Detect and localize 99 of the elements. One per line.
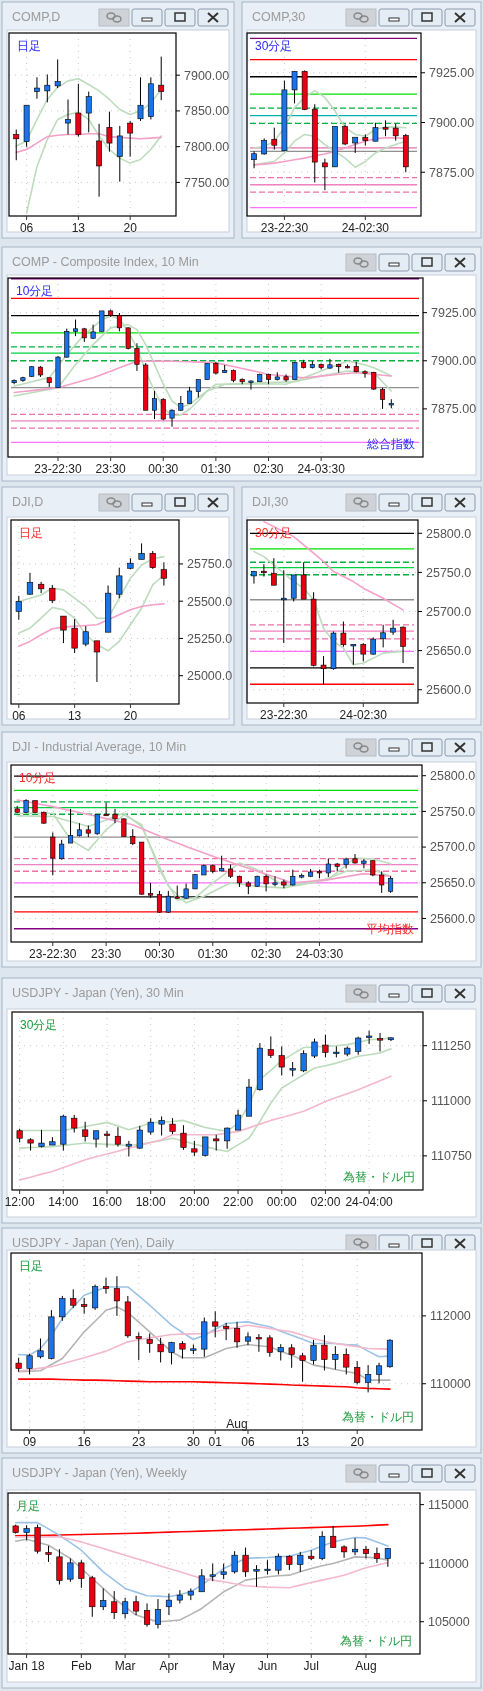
x-tick-label: 02:00 xyxy=(310,1195,341,1209)
chart-title: DJI,D xyxy=(12,495,44,509)
annotation: 日足 xyxy=(19,1259,43,1273)
annotation: 30分足 xyxy=(20,1018,58,1032)
y-tick-label: 7875.00 xyxy=(429,165,475,180)
annotation: 日足 xyxy=(17,39,41,53)
y-tick-label: 7925.00 xyxy=(429,66,475,81)
y-tick-label: 7800.00 xyxy=(184,140,230,155)
x-tick-label: 09 xyxy=(22,1435,37,1449)
x-tick-label: 13 xyxy=(295,1435,310,1449)
annotation: 為替・ドル円 xyxy=(342,1410,414,1424)
x-tick-label: 23:30 xyxy=(95,462,126,476)
chart-title: COMP,D xyxy=(12,10,61,24)
x-tick-label: May xyxy=(212,1659,235,1673)
x-tick-label: 20:00 xyxy=(179,1195,210,1209)
x-tick-label: 16 xyxy=(77,1435,92,1449)
x-tick-label: Mar xyxy=(114,1659,136,1673)
y-tick-label: 112000 xyxy=(430,1309,471,1324)
x-tick-label: 00:30 xyxy=(144,947,175,961)
chart-title: COMP - Composite Index, 10 Min xyxy=(12,255,199,269)
y-tick-label: 25600.0 xyxy=(426,683,472,698)
chart-title: USDJPY - Japan (Yen), 30 Min xyxy=(12,986,184,1000)
y-tick-label: 25800.0 xyxy=(430,769,476,784)
x-tick-label: 23:30 xyxy=(91,947,122,961)
y-tick-label: 25750.0 xyxy=(430,804,476,819)
y-tick-label: 25600.0 xyxy=(430,911,476,926)
y-tick-label: 110750 xyxy=(431,1149,472,1164)
y-tick-label: 25700.0 xyxy=(430,840,476,855)
annotation: 10分足 xyxy=(16,284,54,298)
y-tick-label: 7750.00 xyxy=(184,175,230,190)
annotation: 日足 xyxy=(19,526,43,540)
y-tick-label: 7850.00 xyxy=(184,104,230,119)
x-tick-label: Aug xyxy=(355,1659,377,1673)
x-tick-label: 14:00 xyxy=(48,1195,79,1209)
y-tick-label: 7900.00 xyxy=(429,115,475,130)
x-tick-label: 20 xyxy=(123,221,138,235)
y-tick-label: 25800.0 xyxy=(426,526,472,541)
x-tick-label: 06 xyxy=(241,1435,255,1449)
x-tick-label: 23-22:30 xyxy=(29,947,77,961)
y-tick-label: 115000 xyxy=(428,1498,469,1513)
x-tick-label: 24-04:00 xyxy=(345,1195,394,1209)
x-tick-label: 23-22:30 xyxy=(260,221,309,235)
chart-title: DJI,30 xyxy=(252,495,289,509)
x-tick-label: 13 xyxy=(67,709,82,723)
y-tick-label: 25650.0 xyxy=(430,876,476,891)
x-tick-label: 01:30 xyxy=(197,947,229,961)
x-tick-label: 20 xyxy=(123,709,138,723)
annotation: 30分足 xyxy=(255,39,293,53)
x-tick-label: 24-03:30 xyxy=(295,947,344,961)
x-tick-label: 16:00 xyxy=(92,1195,123,1209)
x-tick-label: 12:00 xyxy=(4,1195,35,1209)
y-tick-label: 25650.0 xyxy=(426,643,472,658)
x-tick-label: 02:30 xyxy=(253,462,284,476)
chart-title: USDJPY - Japan (Yen), Daily xyxy=(12,1236,175,1250)
x-tick-label: 23 xyxy=(132,1435,146,1449)
y-tick-label: 110000 xyxy=(428,1556,469,1571)
x-tick-label: 02:30 xyxy=(251,947,282,961)
y-tick-label: 7900.00 xyxy=(431,354,477,369)
x-tick-label: 06 xyxy=(12,709,26,723)
x-tick-label: Apr xyxy=(159,1659,179,1673)
y-tick-label: 111000 xyxy=(431,1094,471,1109)
y-tick-label: 25250.0 xyxy=(187,631,233,646)
x-tick-label: Jun xyxy=(257,1659,278,1673)
x-tick-label: 23-22:30 xyxy=(260,708,308,722)
x-tick-label: 24-02:30 xyxy=(341,221,390,235)
x-tick-label: Feb xyxy=(71,1659,93,1673)
y-tick-label: 25000.0 xyxy=(187,669,233,684)
y-tick-label: 110000 xyxy=(430,1377,471,1392)
chart-title: COMP,30 xyxy=(252,10,306,24)
chart-title: DJI - Industrial Average, 10 Min xyxy=(12,740,187,754)
y-tick-label: 7900.00 xyxy=(184,68,230,83)
y-tick-label: 25700.0 xyxy=(426,604,472,619)
x-tick-label: 30 xyxy=(186,1435,201,1449)
x-tick-label: 22:00 xyxy=(223,1195,254,1209)
x-tick-label: 01 xyxy=(208,1435,223,1449)
x-tick-label: 13 xyxy=(71,221,86,235)
x-tick-label: 01:30 xyxy=(200,462,232,476)
y-tick-label: 25750.0 xyxy=(426,565,472,580)
x-tick-label: Jul xyxy=(303,1659,319,1673)
x-tick-label: 24-03:30 xyxy=(297,462,346,476)
x-tick-label: 24-02:30 xyxy=(339,708,388,722)
y-tick-label: 111250 xyxy=(431,1039,471,1054)
x-tick-label: 23-22:30 xyxy=(34,462,83,476)
chart-title: USDJPY - Japan (Yen), Weekly xyxy=(12,1466,188,1480)
y-tick-label: 25750.0 xyxy=(187,557,233,572)
annotation: Aug xyxy=(226,1417,248,1431)
y-tick-label: 105000 xyxy=(428,1615,470,1630)
y-tick-label: 7875.00 xyxy=(431,402,477,417)
x-tick-label: 00:30 xyxy=(148,462,179,476)
x-tick-label: Jan 18 xyxy=(8,1659,45,1673)
y-tick-label: 25500.0 xyxy=(187,594,233,609)
x-tick-label: 06 xyxy=(19,221,34,235)
annotation: 為替・ドル円 xyxy=(343,1170,415,1184)
x-tick-label: 20 xyxy=(350,1435,365,1449)
x-tick-label: 18:00 xyxy=(135,1195,167,1209)
x-tick-label: 00:00 xyxy=(266,1195,298,1209)
y-tick-label: 7925.00 xyxy=(431,306,477,321)
annotation: 為替・ドル円 xyxy=(340,1634,412,1648)
annotation: 月足 xyxy=(16,1499,40,1513)
